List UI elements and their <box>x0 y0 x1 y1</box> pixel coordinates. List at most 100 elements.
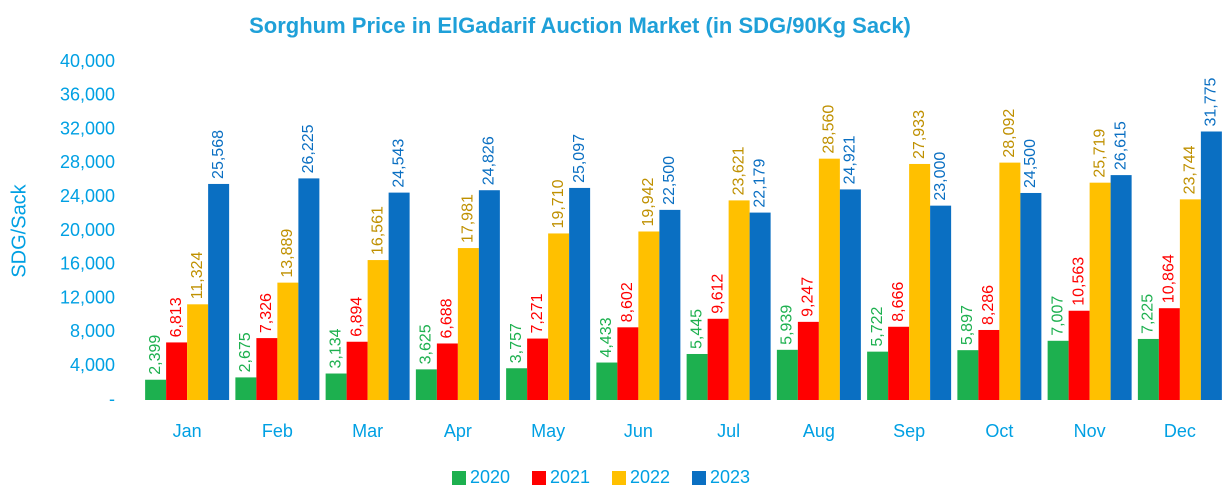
value-label: 10,563 <box>1070 257 1087 306</box>
y-tick-label: - <box>109 389 115 409</box>
bar <box>457 248 479 400</box>
value-label: 5,445 <box>688 309 705 349</box>
y-tick-label: 40,000 <box>60 51 115 71</box>
bar <box>1158 308 1180 400</box>
bar <box>978 329 1000 400</box>
bar <box>388 192 410 400</box>
bar <box>208 183 230 400</box>
value-label: 24,543 <box>390 139 407 188</box>
y-tick-label: 8,000 <box>70 321 115 341</box>
bar <box>596 362 618 400</box>
bar <box>638 231 660 400</box>
legend-swatch <box>692 471 706 485</box>
bar <box>1137 338 1159 400</box>
bar <box>957 350 979 400</box>
bar <box>277 282 299 400</box>
y-tick-label: 16,000 <box>60 254 115 274</box>
value-label: 25,719 <box>1091 129 1108 178</box>
value-label: 3,757 <box>508 323 525 363</box>
y-axis-label: SDG/Sack <box>8 183 30 277</box>
bar <box>569 187 591 400</box>
x-tick-label: Aug <box>803 421 835 441</box>
value-label: 24,500 <box>1022 139 1039 188</box>
value-label: 5,897 <box>959 305 976 345</box>
value-label: 25,097 <box>571 134 588 183</box>
value-label: 27,933 <box>911 110 928 159</box>
x-tick-label: May <box>531 421 565 441</box>
bar <box>686 353 708 400</box>
value-label: 8,286 <box>980 285 997 325</box>
value-label: 3,134 <box>327 328 344 368</box>
bar <box>235 377 257 400</box>
x-tick-label: Jan <box>173 421 202 441</box>
bar <box>187 304 209 400</box>
x-tick-label: Sep <box>893 421 925 441</box>
bar <box>818 158 840 400</box>
value-label: 8,666 <box>890 282 907 322</box>
bar <box>346 341 368 400</box>
y-tick-label: 12,000 <box>60 287 115 307</box>
value-label: 22,500 <box>661 156 678 205</box>
bar <box>617 327 639 400</box>
value-label: 6,813 <box>168 297 185 337</box>
value-label: 2,399 <box>147 335 164 375</box>
value-label: 22,179 <box>751 159 768 208</box>
bar <box>1068 310 1090 400</box>
bar <box>888 326 910 400</box>
value-label: 6,894 <box>348 297 365 337</box>
value-label: 24,921 <box>842 135 859 184</box>
bar <box>325 373 347 400</box>
value-label: 3,625 <box>418 324 435 364</box>
legend-swatch <box>612 471 626 485</box>
legend-label: 2023 <box>710 467 750 487</box>
chart-title: Sorghum Price in ElGadarif Auction Marke… <box>249 13 911 38</box>
bar <box>1020 192 1042 400</box>
value-label: 17,981 <box>460 194 477 243</box>
value-label: 19,710 <box>550 179 567 228</box>
bar <box>659 209 681 400</box>
bar <box>1047 340 1069 400</box>
value-label: 13,889 <box>279 229 296 278</box>
value-label: 7,225 <box>1140 294 1157 334</box>
bar <box>1179 199 1201 400</box>
value-label: 9,612 <box>709 274 726 314</box>
bar <box>415 369 437 400</box>
value-label: 26,615 <box>1112 121 1129 170</box>
legend-swatch <box>532 471 546 485</box>
value-label: 25,568 <box>210 130 227 179</box>
x-tick-label: Oct <box>985 421 1013 441</box>
bar <box>436 343 458 400</box>
value-label: 5,722 <box>869 307 886 347</box>
y-tick-label: 4,000 <box>70 355 115 375</box>
x-tick-label: Dec <box>1164 421 1196 441</box>
bar <box>1089 182 1111 400</box>
bar <box>909 163 931 400</box>
x-tick-label: Apr <box>444 421 472 441</box>
legend-label: 2020 <box>470 467 510 487</box>
y-tick-label: 20,000 <box>60 220 115 240</box>
y-tick-label: 36,000 <box>60 85 115 105</box>
bar <box>506 368 528 400</box>
bar <box>707 318 729 400</box>
bar <box>1200 131 1222 400</box>
legend-label: 2022 <box>630 467 670 487</box>
value-label: 7,271 <box>529 293 546 333</box>
legend-label: 2021 <box>550 467 590 487</box>
x-tick-label: Jul <box>717 421 740 441</box>
value-label: 2,675 <box>237 332 254 372</box>
value-label: 10,864 <box>1161 254 1178 303</box>
value-label: 7,007 <box>1049 296 1066 336</box>
bar <box>776 349 798 400</box>
legend-swatch <box>452 471 466 485</box>
value-label: 26,225 <box>300 124 317 173</box>
value-label: 31,775 <box>1203 77 1220 126</box>
bar <box>930 205 952 400</box>
bar <box>256 338 278 400</box>
bar <box>145 379 167 400</box>
bar <box>728 200 750 400</box>
value-label: 24,826 <box>481 136 498 185</box>
value-label: 23,000 <box>932 152 949 201</box>
value-label: 28,092 <box>1001 109 1018 158</box>
bar <box>166 342 188 400</box>
